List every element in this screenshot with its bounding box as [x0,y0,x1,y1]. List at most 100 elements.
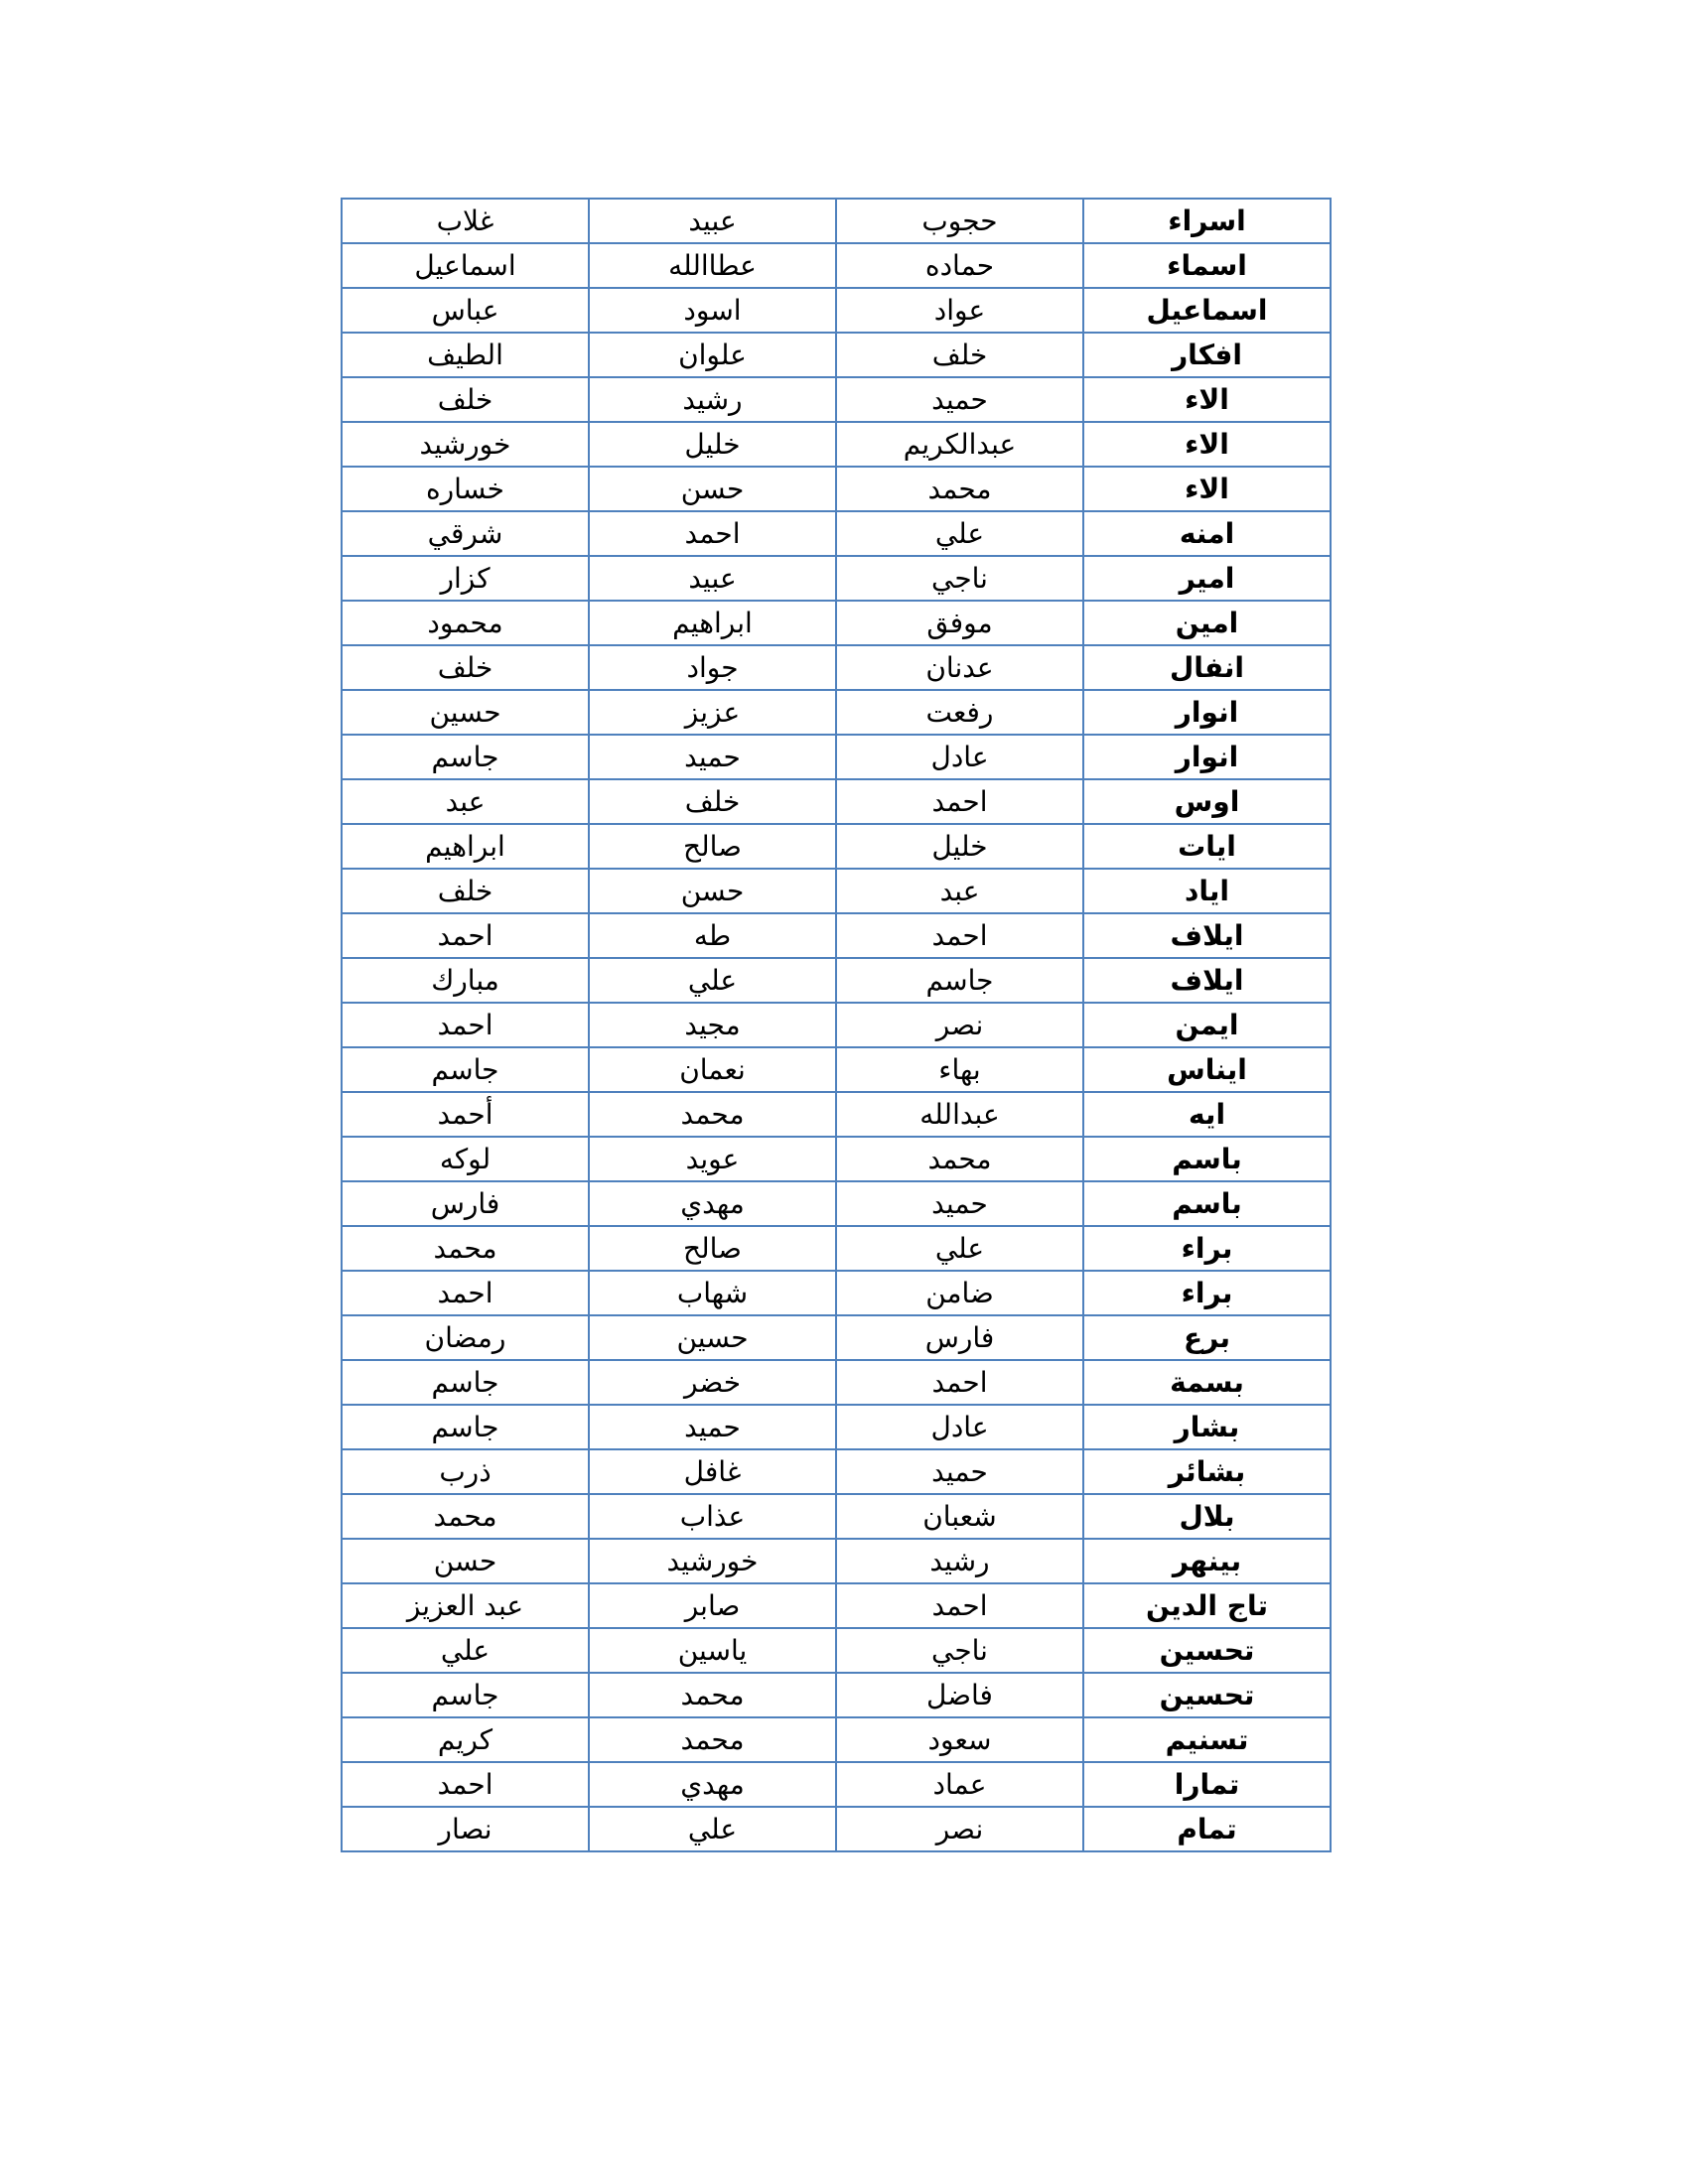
name-cell: خورشيد [341,421,590,468]
name-cell: عماد [835,1761,1084,1808]
name-cell: خلف [341,868,590,914]
table-body: اسراء حجوب عبيد غلاب اسماء حماده عطاالله اسماعي… [341,198,1332,1852]
name-cell: حميد [588,1404,837,1450]
first-name-cell: اسماعيل [1082,287,1332,334]
name-cell: حميد [835,376,1084,423]
name-cell: موفق [835,600,1084,646]
name-cell: بهاء [835,1046,1084,1093]
first-name-cell: الاء [1082,421,1332,468]
name-cell: حسن [341,1538,590,1584]
name-cell: نعمان [588,1046,837,1093]
name-cell: خلف [835,332,1084,378]
name-cell: اسود [588,287,837,334]
table-row: تمام نصر علي نصار [341,1806,1332,1852]
name-cell: مجيد [588,1002,837,1048]
name-cell: جاسم [341,1359,590,1406]
name-cell: خليل [835,823,1084,870]
name-cell: عواد [835,287,1084,334]
first-name-cell: انوار [1082,734,1332,780]
name-cell: حميد [835,1448,1084,1495]
name-cell: أحمد [341,1091,590,1138]
table-row: الاء عبدالكريم خليل خورشيد [341,421,1332,468]
name-cell: محمد [588,1716,837,1763]
table-row: اسماعيل عواد اسود عباس [341,287,1332,334]
table-row: تحسين ناجي ياسين علي [341,1627,1332,1674]
name-cell: مهدي [588,1180,837,1227]
table-row: اسراء حجوب عبيد غلاب [341,198,1332,244]
first-name-cell: تحسين [1082,1672,1332,1718]
first-name-cell: باسم [1082,1136,1332,1182]
table-row: باسم حميد مهدي فارس [341,1180,1332,1227]
name-cell: عبد العزيز [341,1582,590,1629]
name-cell: احمد [341,1270,590,1316]
name-cell: كزار [341,555,590,602]
name-cell: عادل [835,734,1084,780]
name-cell: جواد [588,644,837,691]
table-row: ايناس بهاء نعمان جاسم [341,1046,1332,1093]
first-name-cell: اوس [1082,778,1332,825]
name-cell: احمد [835,778,1084,825]
first-name-cell: بشار [1082,1404,1332,1450]
first-name-cell: ايلاف [1082,912,1332,959]
name-cell: علي [588,1806,837,1852]
first-name-cell: ايمن [1082,1002,1332,1048]
name-cell: رشيد [835,1538,1084,1584]
name-cell: جاسم [341,734,590,780]
table-row: بينهر رشيد خورشيد حسن [341,1538,1332,1584]
name-cell: علي [341,1627,590,1674]
table-row: تمارا عماد مهدي احمد [341,1761,1332,1808]
name-cell: خلف [341,376,590,423]
table-row: انوار رفعت عزيز حسين [341,689,1332,736]
name-cell: عبدالله [835,1091,1084,1138]
name-cell: حسن [588,466,837,512]
name-cell: جاسم [835,957,1084,1004]
table-row: اياد عبد حسن خلف [341,868,1332,914]
name-cell: حميد [588,734,837,780]
name-cell: جاسم [341,1046,590,1093]
table-row: انفال عدنان جواد خلف [341,644,1332,691]
table-row: انوار عادل حميد جاسم [341,734,1332,780]
first-name-cell: الاء [1082,376,1332,423]
first-name-cell: ايه [1082,1091,1332,1138]
name-cell: الطيف [341,332,590,378]
first-name-cell: اسماء [1082,242,1332,289]
table-row: باسم محمد عويد لوكه [341,1136,1332,1182]
name-cell: احمد [341,1761,590,1808]
name-cell: جاسم [341,1672,590,1718]
name-cell: عبد [835,868,1084,914]
name-cell: فارس [341,1180,590,1227]
first-name-cell: بينهر [1082,1538,1332,1584]
name-cell: ذرب [341,1448,590,1495]
first-name-cell: اياد [1082,868,1332,914]
name-cell: ابراهيم [588,600,837,646]
name-cell: نصر [835,1806,1084,1852]
name-cell: شعبان [835,1493,1084,1540]
name-cell: شرقي [341,510,590,557]
name-cell: رفعت [835,689,1084,736]
table-row: امين موفق ابراهيم محمود [341,600,1332,646]
first-name-cell: ايات [1082,823,1332,870]
name-cell: خساره [341,466,590,512]
first-name-cell: امنه [1082,510,1332,557]
name-cell: محمود [341,600,590,646]
name-cell: خليل [588,421,837,468]
first-name-cell: انفال [1082,644,1332,691]
table-row: امنه علي احمد شرقي [341,510,1332,557]
name-cell: عدنان [835,644,1084,691]
table-row: ايلاف احمد طه احمد [341,912,1332,959]
name-cell: خورشيد [588,1538,837,1584]
first-name-cell: انوار [1082,689,1332,736]
name-cell: احمد [835,912,1084,959]
name-cell: خلف [588,778,837,825]
table-row: تسنيم سعود محمد كريم [341,1716,1332,1763]
name-cell: ضامن [835,1270,1084,1316]
first-name-cell: امير [1082,555,1332,602]
name-cell: رشيد [588,376,837,423]
name-cell: صالح [588,823,837,870]
name-cell: عذاب [588,1493,837,1540]
name-cell: لوكه [341,1136,590,1182]
name-cell: مهدي [588,1761,837,1808]
name-cell: محمد [835,1136,1084,1182]
name-cell: عبدالكريم [835,421,1084,468]
first-name-cell: اسراء [1082,198,1332,244]
